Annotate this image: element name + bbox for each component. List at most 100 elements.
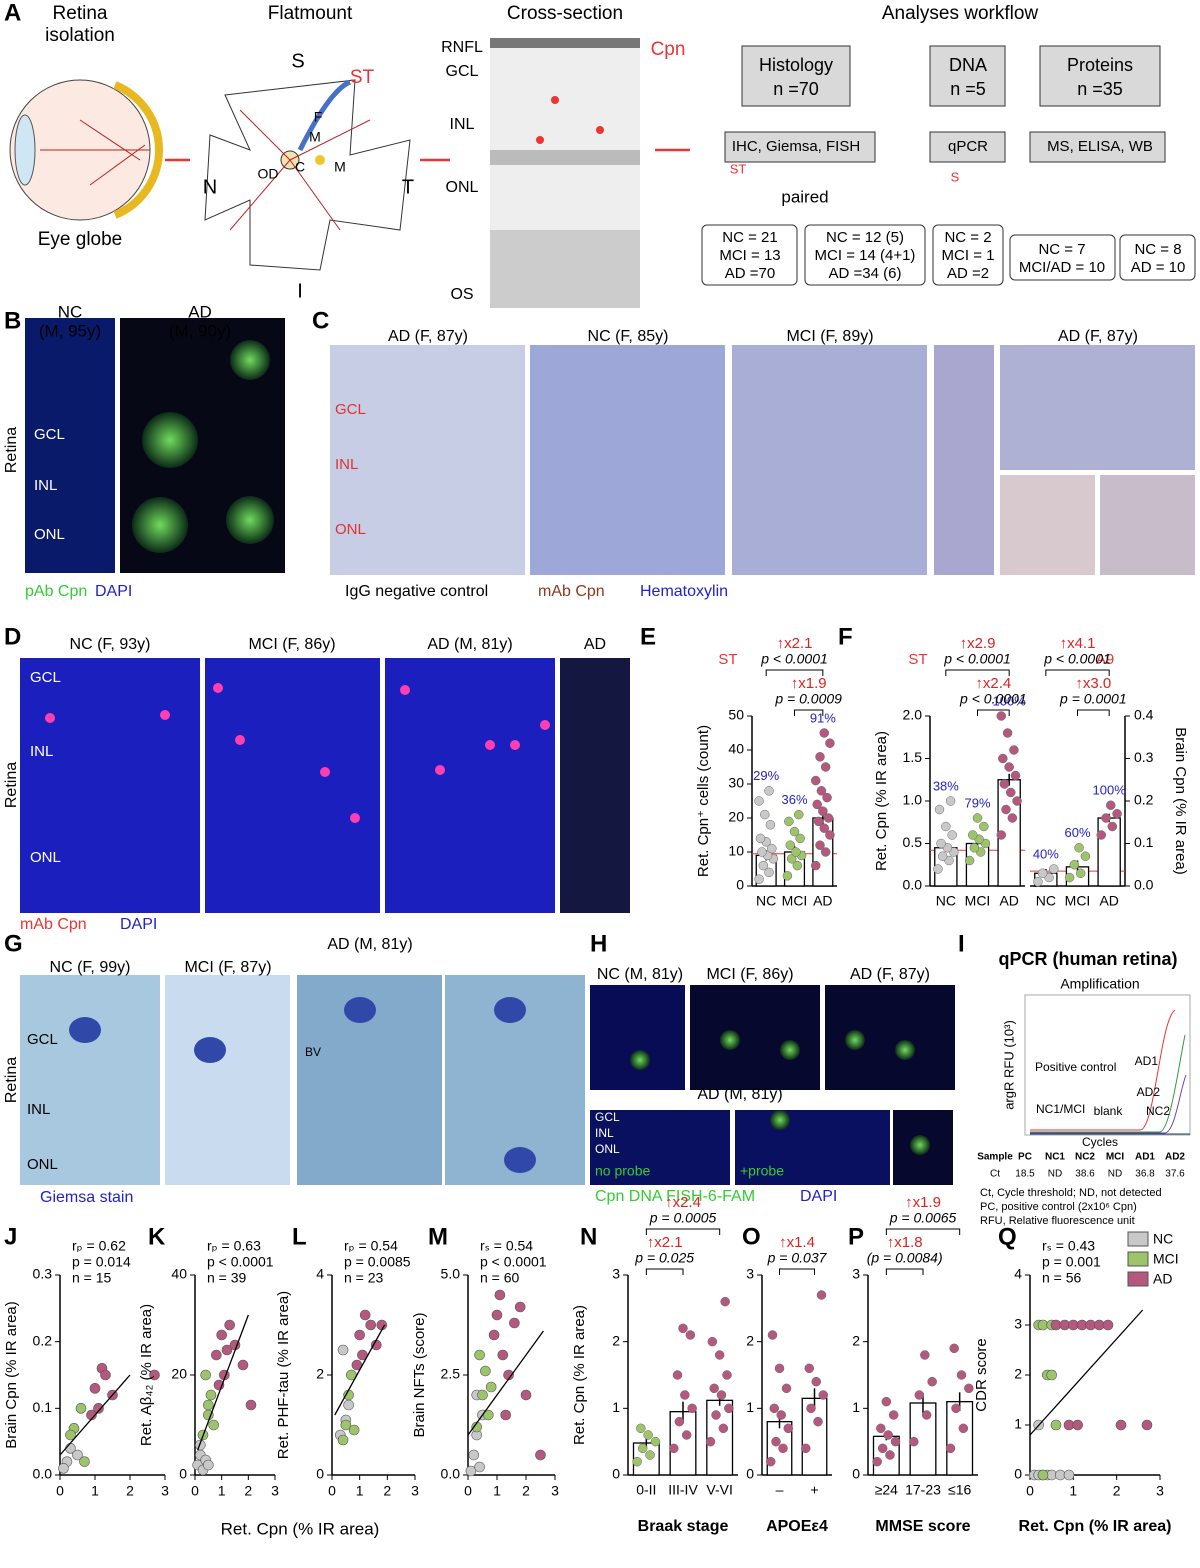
x-tick-label: 1 <box>218 1483 226 1499</box>
data-point <box>224 1319 235 1331</box>
data-point <box>237 1359 249 1371</box>
label: 36.8 <box>1135 1169 1155 1180</box>
data-point <box>947 830 957 840</box>
data-point <box>1009 745 1019 755</box>
label: ST <box>908 651 927 668</box>
data-point <box>825 738 835 748</box>
data-point <box>477 1389 488 1401</box>
label: AD (M, 81y) <box>697 1086 782 1103</box>
label: T <box>402 176 414 198</box>
y-tick-label: 20 <box>728 809 744 825</box>
x-tick-label: MCI <box>782 893 808 909</box>
y-tick-label: 20 <box>171 1366 187 1382</box>
label: ST <box>730 161 747 176</box>
data-point <box>872 1456 882 1467</box>
panel-label: G <box>4 930 23 957</box>
data-point <box>951 1403 961 1414</box>
stat: p = 0.0085 <box>344 1254 411 1270</box>
data-point <box>650 1436 661 1447</box>
legend-label: NC <box>1153 1231 1173 1247</box>
label: NC (F, 99y) <box>50 959 131 976</box>
y-tick-label: 0.1 <box>1134 834 1154 850</box>
label: Hematoxylin <box>640 583 728 600</box>
data-point <box>818 1390 828 1400</box>
data-point <box>1012 796 1022 806</box>
panel-label: Q <box>998 1223 1017 1250</box>
x-axis-label: APOEε4 <box>766 1518 828 1535</box>
data-point <box>881 1396 892 1407</box>
y-axis-label: Ret. Aβ₄₂ (% IR area) <box>138 1304 155 1446</box>
data-point <box>998 753 1008 764</box>
data-point <box>785 840 795 850</box>
y-tick-label: 0.0 <box>903 877 923 893</box>
label: AD <box>188 302 212 321</box>
p-value: p = 0.0065 <box>889 1210 957 1226</box>
data-point <box>927 1376 937 1387</box>
data-point <box>767 1330 778 1340</box>
fish-signal <box>780 1040 800 1060</box>
data-point <box>936 838 946 849</box>
y-tick-label: 1 <box>1014 1416 1022 1432</box>
label: NC1 <box>1045 1152 1065 1163</box>
data-point <box>1064 872 1075 883</box>
data-point <box>100 1369 111 1381</box>
stat: p < 0.0001 <box>480 1254 547 1270</box>
comparison-bracket <box>1045 669 1110 676</box>
label: DAPI <box>120 916 157 933</box>
label: NC = 21 <box>722 229 777 246</box>
comparison-bracket <box>645 1228 721 1235</box>
cell <box>320 767 330 777</box>
label: MCI/AD = 10 <box>1019 259 1105 276</box>
data-point <box>709 1383 719 1394</box>
stat: n = 60 <box>480 1270 520 1286</box>
data-point <box>337 1434 349 1446</box>
data-point <box>216 1329 227 1341</box>
panel-label: E <box>640 623 656 650</box>
label: C <box>295 159 305 175</box>
data-point <box>687 1403 697 1414</box>
data-point <box>1112 809 1122 819</box>
x-tick-label: AD <box>999 893 1018 909</box>
fish-signal <box>630 1050 650 1070</box>
label: isolation <box>45 25 115 46</box>
y-tick-label: 0.1 <box>33 1399 53 1415</box>
label: GCL <box>595 1110 620 1124</box>
data-point <box>203 1459 214 1471</box>
percent-label: 100% <box>1093 783 1127 798</box>
data-point <box>221 1344 233 1356</box>
data-point <box>89 1383 101 1394</box>
y-axis-label: Brain Cpn (% IR area) <box>1172 727 1189 875</box>
data-point <box>722 1370 732 1380</box>
x-tick-label: MCI <box>1065 893 1091 909</box>
data-point <box>783 1423 793 1434</box>
data-point <box>999 779 1010 789</box>
data-point <box>205 1389 217 1401</box>
data-point <box>1102 1319 1114 1331</box>
data-point <box>820 847 831 857</box>
data-point <box>669 1443 679 1454</box>
y-tick-label: 40 <box>171 1266 187 1282</box>
y-axis-label: Ret. PHF-tau (% IR area) <box>275 1291 292 1459</box>
data-point <box>1010 770 1021 781</box>
cell <box>45 713 55 723</box>
label: NC <box>58 302 83 321</box>
data-point <box>1115 1419 1127 1431</box>
fit-line <box>334 1324 386 1416</box>
data-point <box>203 1399 214 1411</box>
data-point <box>1063 1469 1075 1481</box>
label: RNFL <box>441 39 483 56</box>
p-value: p = 0.025 <box>634 1250 694 1266</box>
label: NC = 7 <box>1038 241 1085 258</box>
x-tick-label: 2 <box>522 1483 530 1499</box>
label: F <box>314 109 323 125</box>
label: AD2 <box>1165 1152 1185 1163</box>
data-point <box>945 1443 956 1454</box>
data-point <box>888 1410 899 1420</box>
comparison-bracket <box>794 709 824 716</box>
label: OS <box>450 286 473 303</box>
y-axis-label: Brain Cpn (% IR area) <box>3 1301 20 1449</box>
label: RFU, Relative fluorescence unit <box>980 1215 1135 1227</box>
label: ND <box>1048 1169 1062 1180</box>
label: 38.6 <box>1075 1169 1095 1180</box>
data-point <box>1101 813 1111 823</box>
